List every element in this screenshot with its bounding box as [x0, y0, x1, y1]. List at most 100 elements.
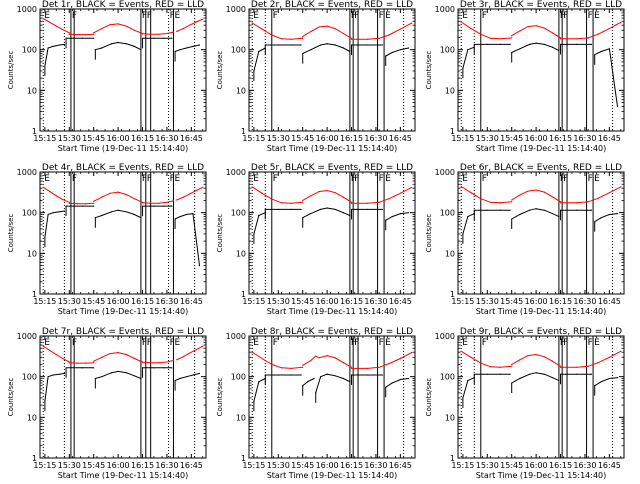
- lld-rate-point: [327, 190, 328, 191]
- event-marker-label: F: [482, 11, 487, 21]
- lld-rate-point: [302, 202, 303, 203]
- x-tick-label: 15:15: [33, 461, 56, 470]
- lld-rate-point: [43, 187, 44, 188]
- lld-rate-point: [519, 30, 520, 31]
- y-axis-label: Counts/sec: [216, 378, 224, 417]
- event-rate-point: [59, 44, 60, 45]
- event-rate-line: [463, 47, 474, 68]
- lld-rate-point: [367, 368, 368, 369]
- y-tick-label: 10: [445, 249, 455, 258]
- event-rate-point: [536, 43, 537, 44]
- event-rate-point: [291, 209, 292, 210]
- x-tick-label: 15:45: [291, 134, 314, 143]
- event-rate-point: [74, 206, 75, 207]
- x-tick-label: 15:15: [242, 134, 265, 143]
- event-rate-point: [74, 367, 75, 368]
- lld-rate-point: [85, 34, 86, 35]
- lld-rate-point: [43, 18, 44, 19]
- lld-rate-point: [588, 37, 589, 38]
- y-tick-label: 1000: [17, 5, 37, 14]
- event-rate-line: [303, 44, 350, 54]
- event-rate-point: [462, 68, 463, 69]
- lld-rate-point: [588, 201, 589, 202]
- event-rate-point: [171, 38, 172, 39]
- lld-rate-point: [527, 355, 528, 356]
- lld-rate-point: [400, 358, 401, 359]
- x-tick-label: 15:30: [476, 134, 499, 143]
- event-rate-point: [302, 217, 303, 218]
- event-rate-point: [601, 51, 602, 52]
- event-rate-point: [186, 47, 187, 48]
- lld-rate-point: [367, 39, 368, 40]
- lld-rate-point: [400, 193, 401, 194]
- lld-rate-point: [560, 202, 561, 203]
- lld-rate-point: [85, 363, 86, 364]
- detector-panel-6: Det 6r, BLACK = Events, RED = LLD1101001…: [425, 163, 624, 316]
- x-tick-label: 15:30: [476, 461, 499, 470]
- lld-rate-point: [196, 349, 197, 350]
- x-tick-label: 16:45: [389, 461, 412, 470]
- event-rate-point: [509, 44, 510, 45]
- y-tick-label: 10: [27, 249, 37, 258]
- lld-rate-point: [343, 362, 344, 363]
- lld-rate-line: [252, 23, 302, 39]
- event-rate-point: [591, 210, 592, 211]
- lld-rate-point: [388, 363, 389, 364]
- event-rate-point: [163, 38, 164, 39]
- lld-rate-point: [343, 197, 344, 198]
- x-tick-label: 16:00: [107, 461, 130, 470]
- event-rate-point: [385, 55, 386, 56]
- event-rate-point: [462, 397, 463, 398]
- x-axis-label: Start Time (19-Dec-11 15:14:40): [58, 144, 189, 153]
- detector-panel-9: Det 9r, BLACK = Events, RED = LLD1101001…: [425, 327, 624, 480]
- lld-rate-point: [93, 32, 94, 33]
- event-rate-point: [408, 378, 409, 379]
- event-rate-point: [529, 374, 530, 375]
- event-rate-line: [512, 373, 559, 383]
- detector-panel-5: Det 5r, BLACK = Events, RED = LLD1101001…: [216, 163, 415, 316]
- event-rate-point: [258, 381, 259, 382]
- event-rate-point: [163, 367, 164, 368]
- detector-panel-2: Det 2r, BLACK = Events, RED = LLD1101001…: [216, 0, 415, 153]
- x-tick-label: 15:15: [242, 461, 265, 470]
- event-rate-point: [186, 376, 187, 377]
- event-rate-point: [111, 43, 112, 44]
- lld-rate-point: [56, 354, 57, 355]
- lld-rate-point: [77, 34, 78, 35]
- event-rate-point: [134, 46, 135, 47]
- event-rate-point: [576, 374, 577, 375]
- event-rate-point: [186, 214, 187, 215]
- event-rate-point: [367, 209, 368, 210]
- event-marker-label: F: [563, 338, 568, 348]
- event-rate-line: [303, 379, 314, 386]
- event-marker-label: F: [482, 174, 487, 184]
- event-marker-label: E: [594, 338, 600, 348]
- event-rate-line: [254, 213, 265, 234]
- lld-rate-point: [597, 34, 598, 35]
- event-marker-label: F: [273, 174, 278, 184]
- lld-rate-point: [183, 356, 184, 357]
- lld-rate-point: [166, 33, 167, 34]
- event-rate-point: [511, 218, 512, 219]
- event-rate-point: [44, 65, 45, 66]
- event-rate-point: [519, 48, 520, 49]
- event-marker-label: E: [594, 11, 600, 21]
- lld-rate-point: [388, 34, 389, 35]
- event-rate-point: [385, 220, 386, 221]
- event-marker-label: F: [482, 338, 487, 348]
- event-rate-point: [52, 374, 53, 375]
- lld-rate-line: [69, 203, 93, 204]
- lld-rate-point: [536, 25, 537, 26]
- event-rate-point: [327, 207, 328, 208]
- event-rate-point: [544, 210, 545, 211]
- lld-rate-point: [310, 195, 311, 196]
- lld-rate-point: [500, 202, 501, 203]
- lld-rate-point: [189, 193, 190, 194]
- plot-frame: [249, 336, 415, 458]
- event-rate-point: [367, 374, 368, 375]
- y-axis-label: Counts/sec: [425, 51, 433, 90]
- event-rate-point: [82, 367, 83, 368]
- event-rate-line: [386, 379, 409, 388]
- lld-rate-point: [470, 192, 471, 193]
- x-tick-label: 16:00: [525, 297, 548, 306]
